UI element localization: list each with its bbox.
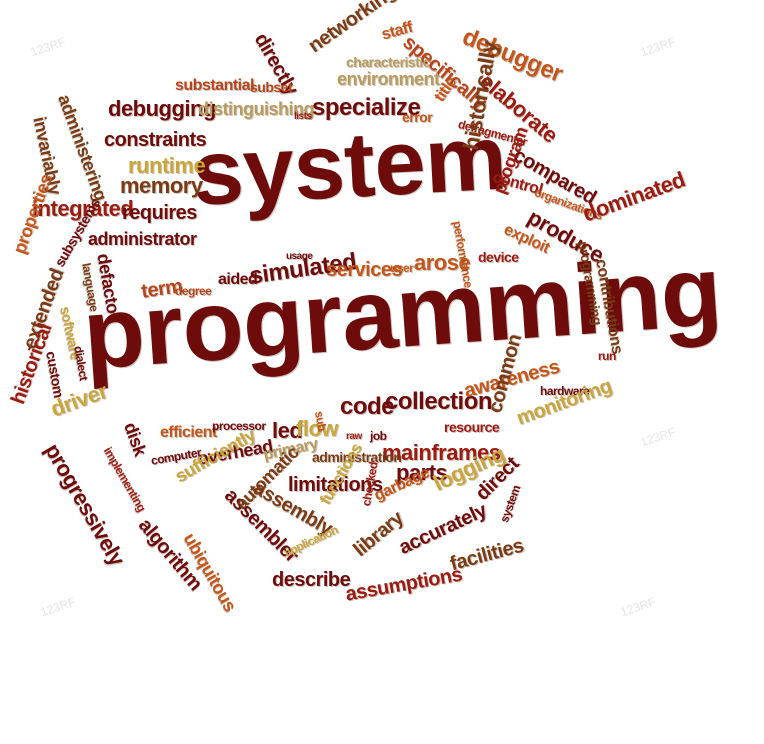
word-administrator: administrator: [88, 229, 197, 249]
word-characteristic: characteristic: [346, 54, 431, 70]
word-services: services: [326, 259, 403, 281]
word-device: device: [478, 249, 519, 265]
word-lists: lists: [294, 111, 312, 122]
word-facilities: facilities: [447, 534, 526, 576]
word-run: run: [598, 349, 616, 363]
word-library: library: [349, 507, 408, 562]
word-hardware: hardware: [540, 384, 590, 398]
word-collection: collection: [385, 388, 493, 415]
word-substantial: substantial: [175, 77, 254, 94]
word-assumptions: assumptions: [343, 563, 464, 606]
word-runtime: runtime: [128, 153, 206, 178]
word-debugging: debugging: [108, 96, 216, 121]
word-constraints: constraints: [104, 129, 207, 151]
word-sub: sub: [312, 409, 330, 432]
word-efficient: efficient: [160, 424, 217, 441]
word-led: led: [272, 418, 303, 443]
watermark-text: 123RF: [638, 34, 678, 60]
word-environment: environment: [337, 69, 440, 89]
word-implementing: implementing: [100, 444, 149, 514]
word-limitations: limitations: [288, 474, 383, 496]
word-memory: memory: [120, 173, 203, 198]
word-integrated: integrated: [32, 196, 134, 221]
watermark-text: 123RF: [638, 424, 678, 450]
watermark-text: 123RF: [618, 594, 658, 620]
word-arose: arose: [414, 250, 471, 275]
word-describe: describe: [272, 569, 351, 591]
word-disk: disk: [120, 419, 151, 459]
word-administration: administration: [312, 449, 402, 465]
word-specialize: specialize: [312, 94, 421, 121]
watermark-text: 123RF: [38, 594, 78, 620]
word-mainframes: mainframes: [382, 440, 501, 465]
word-error: error: [402, 109, 433, 125]
word-raw: raw: [346, 431, 362, 442]
word-aided: aided: [218, 271, 258, 288]
word-subset: subset: [250, 79, 293, 95]
word-dominated: dominated: [579, 166, 689, 227]
word-flow: flow: [296, 416, 339, 441]
word-code: code: [340, 393, 395, 420]
word-usage: usage: [286, 251, 313, 262]
word-parts: parts: [396, 460, 448, 485]
word-job: job: [370, 429, 387, 443]
word-processor: processor: [212, 419, 266, 433]
watermark-text: 123RF: [28, 34, 68, 60]
word-distinguishing: distinguishing: [198, 99, 315, 119]
word-user: user: [390, 261, 414, 275]
word-requires: requires: [122, 202, 197, 224]
word-resource: resource: [444, 419, 500, 435]
word-degree: degree: [175, 284, 212, 298]
